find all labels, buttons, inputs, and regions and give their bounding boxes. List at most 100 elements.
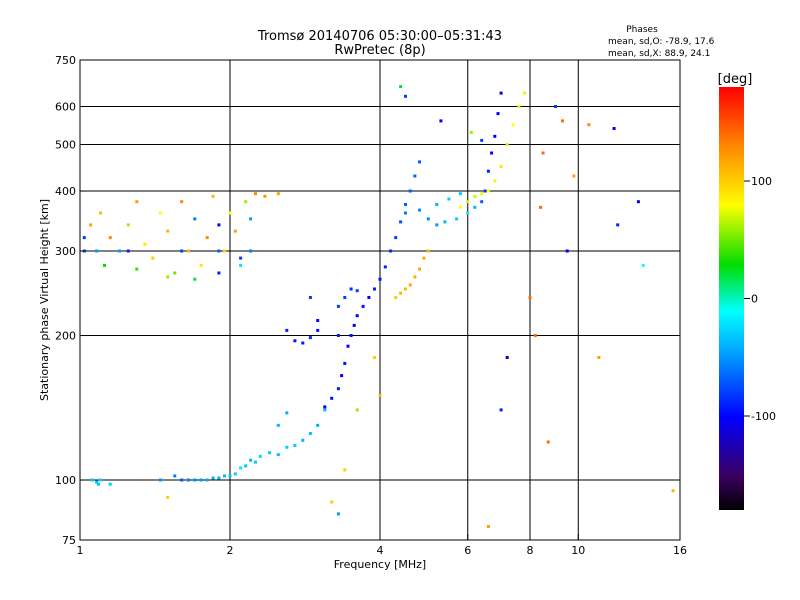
data-point	[173, 474, 177, 478]
x-tick-label: 1	[77, 544, 84, 557]
data-point	[233, 229, 237, 233]
data-point	[285, 328, 289, 332]
data-point	[355, 289, 359, 293]
data-point	[336, 512, 340, 516]
data-point	[404, 211, 407, 215]
data-point	[180, 200, 184, 204]
data-point	[244, 200, 248, 204]
data-point	[276, 423, 280, 427]
data-point	[89, 223, 93, 227]
data-point	[285, 445, 289, 449]
data-point	[186, 249, 190, 253]
data-point	[151, 256, 155, 260]
data-point	[447, 197, 451, 201]
colorbar-tick-label: -100	[751, 410, 776, 423]
data-point	[435, 203, 439, 206]
data-point	[641, 263, 645, 267]
x-tick-label: 6	[464, 544, 471, 557]
data-point	[336, 334, 340, 337]
data-point	[572, 174, 576, 178]
data-point	[418, 160, 421, 164]
data-point	[490, 151, 494, 155]
data-point	[193, 478, 197, 482]
x-tick-label: 2	[227, 544, 234, 557]
y-tick-label: 100	[55, 474, 76, 487]
data-point	[533, 334, 537, 337]
data-point	[244, 464, 248, 468]
chart-title: Tromsø 20140706 05:30:00–05:31:43	[257, 29, 502, 44]
data-point	[205, 236, 209, 240]
data-point	[539, 205, 543, 209]
data-point	[158, 478, 162, 482]
data-point	[612, 127, 616, 130]
x-tick-label: 4	[377, 544, 384, 557]
data-point	[254, 460, 257, 464]
data-point	[217, 249, 221, 253]
data-point	[254, 192, 257, 196]
data-point	[505, 143, 509, 146]
data-point	[268, 451, 271, 455]
data-point	[455, 217, 459, 221]
data-point	[466, 200, 470, 204]
data-point	[323, 408, 327, 412]
x-tick-label: 10	[571, 544, 585, 557]
grid-lines	[80, 60, 680, 540]
data-point	[404, 94, 407, 98]
data-point	[554, 105, 557, 108]
data-point	[97, 482, 101, 486]
data-point	[173, 271, 177, 275]
y-axis-ticks: 75 100 200 300 400 500 600 750	[55, 54, 86, 547]
data-point	[186, 478, 190, 482]
data-point	[511, 123, 515, 127]
data-point	[343, 468, 347, 472]
data-point	[422, 256, 426, 260]
data-point	[217, 223, 221, 227]
data-point	[346, 344, 350, 348]
y-tick-label: 500	[55, 139, 76, 152]
data-point	[316, 319, 320, 322]
data-point	[349, 334, 353, 337]
data-point	[671, 489, 675, 493]
data-point	[517, 105, 521, 108]
data-point	[399, 220, 403, 224]
data-point	[143, 242, 147, 246]
data-point	[616, 223, 620, 227]
data-point	[239, 466, 243, 470]
y-tick-label: 200	[55, 330, 76, 343]
data-point	[408, 189, 412, 193]
data-point	[466, 211, 470, 215]
data-point	[276, 453, 280, 457]
data-point	[308, 336, 312, 340]
data-point	[211, 476, 215, 480]
chart-subtitle: RwPretec (8p)	[334, 43, 425, 58]
data-point	[211, 194, 215, 198]
data-point	[223, 249, 226, 253]
data-point	[378, 277, 382, 281]
data-point	[480, 138, 484, 142]
data-point	[426, 217, 430, 221]
x-axis-label: Frequency [MHz]	[334, 558, 426, 571]
data-point	[249, 249, 253, 253]
stats-line-x: mean, sd,X: 88.9, 24.1	[608, 49, 710, 59]
data-point	[316, 423, 320, 427]
data-point	[469, 130, 473, 134]
data-point	[349, 287, 353, 291]
data-point	[258, 454, 262, 458]
data-point	[340, 374, 344, 378]
data-point	[301, 438, 305, 442]
data-point	[336, 387, 340, 391]
data-point	[330, 500, 334, 504]
data-point	[373, 287, 376, 291]
data-point	[343, 361, 347, 365]
data-point	[565, 249, 569, 253]
colorbar-tick-label: 100	[751, 175, 772, 188]
data-point	[546, 440, 550, 444]
data-point	[418, 267, 421, 271]
data-point	[199, 263, 203, 267]
y-tick-label: 300	[55, 245, 76, 258]
data-point	[355, 314, 359, 318]
data-point	[367, 296, 371, 299]
data-point	[193, 217, 197, 221]
stats-title: Phases	[626, 25, 658, 35]
